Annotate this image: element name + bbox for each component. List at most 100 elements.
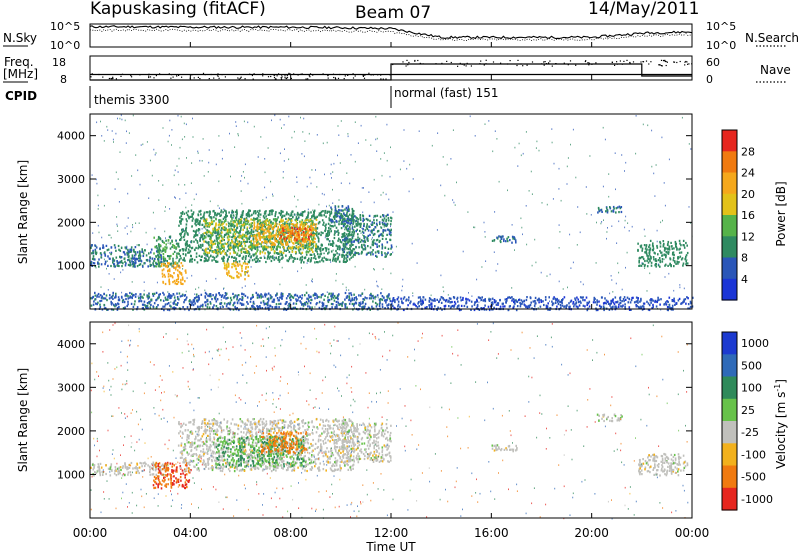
freq-dot	[305, 78, 307, 80]
heat-cell	[229, 296, 232, 299]
freq-dot	[115, 78, 117, 80]
freq-dot	[457, 65, 459, 67]
heat-cell	[248, 237, 250, 241]
freq-dot	[327, 75, 329, 77]
heat-cell	[304, 232, 307, 235]
heat-cell	[178, 292, 181, 295]
freq-dot	[483, 64, 485, 66]
heat-cell	[133, 257, 136, 260]
heat-cell	[343, 237, 346, 240]
heat-cell	[103, 303, 105, 307]
heat-cell	[134, 259, 136, 262]
freq-dot	[362, 75, 364, 77]
heat-speckle	[113, 278, 115, 280]
heat-cell	[256, 229, 259, 233]
heat-cell	[671, 304, 674, 307]
heat-cell	[302, 246, 304, 250]
heat-cell	[246, 237, 249, 240]
heat-cell	[348, 239, 350, 242]
heat-cell	[562, 298, 564, 301]
heat-cell	[313, 210, 315, 214]
heat-cell	[582, 296, 584, 299]
heat-cell	[176, 265, 178, 268]
heat-cell	[239, 235, 242, 238]
freq-dot	[446, 60, 448, 62]
heat-cell	[336, 212, 339, 216]
heat-cell	[174, 282, 176, 285]
heat-cell	[168, 280, 170, 283]
heat-cell	[609, 206, 611, 209]
heat-cell	[675, 242, 677, 245]
heat-cell	[227, 231, 229, 235]
heat-cell	[364, 296, 366, 299]
freq-dot	[208, 78, 210, 80]
heat-cell	[238, 222, 241, 225]
heat-cell	[298, 230, 300, 233]
freq-dot	[130, 75, 132, 77]
heat-cell	[255, 291, 258, 294]
heat-cell	[628, 308, 631, 311]
heat-cell	[352, 215, 354, 218]
heat-cell	[344, 298, 346, 301]
heat-cell	[364, 229, 367, 232]
heat-cell	[654, 300, 656, 303]
heat-cell	[664, 303, 666, 306]
heat-cell	[278, 220, 281, 223]
heat-cell	[175, 282, 178, 286]
heat-cell	[218, 219, 220, 222]
heat-cell	[640, 244, 643, 247]
heat-cell	[655, 258, 657, 261]
freq-dot	[684, 61, 686, 63]
heat-cell	[519, 305, 522, 308]
heat-cell	[431, 305, 433, 308]
freq-dot	[461, 63, 463, 65]
freq-dot	[262, 73, 264, 75]
heat-cell	[279, 214, 282, 217]
heat-cell	[341, 302, 344, 305]
heat-cell	[471, 305, 473, 308]
freq-dot	[337, 77, 340, 79]
heat-cell	[596, 299, 598, 302]
heat-cell	[272, 257, 274, 260]
heat-cell	[249, 240, 251, 243]
heat-cell	[652, 247, 655, 250]
heat-cell	[242, 255, 245, 258]
heat-cell	[299, 220, 301, 223]
heat-cell	[353, 230, 355, 233]
freq-dot	[171, 74, 173, 76]
heat-cell	[301, 214, 304, 217]
heat-cell	[283, 234, 285, 237]
heat-cell	[179, 295, 182, 298]
heat-cell	[335, 219, 337, 222]
heat-cell	[347, 229, 349, 232]
heat-speckle	[603, 219, 604, 221]
heat-cell	[507, 236, 510, 239]
heat-cell	[349, 253, 352, 256]
heat-speckle	[600, 222, 602, 225]
heat-cell	[220, 211, 222, 214]
heat-cell	[265, 215, 267, 218]
heat-cell	[306, 218, 308, 222]
heat-cell	[547, 302, 549, 305]
heat-cell	[329, 227, 332, 230]
heat-cell	[620, 206, 623, 209]
heat-cell	[332, 244, 334, 247]
heat-cell	[184, 244, 187, 247]
heat-cell	[309, 306, 311, 309]
heat-cell	[609, 207, 612, 210]
heat-cell	[381, 237, 384, 240]
heat-cell	[297, 233, 300, 236]
heat-cell	[617, 305, 620, 309]
freq-dot	[616, 61, 618, 63]
freq-dot	[121, 73, 124, 75]
heat-cell	[337, 210, 339, 214]
heat-cell	[314, 223, 316, 226]
heat-cell	[342, 251, 345, 254]
heat-cell	[231, 223, 233, 226]
heat-cell	[365, 226, 368, 229]
heat-cell	[296, 222, 299, 225]
heat-cell	[216, 239, 218, 242]
heat-cell	[92, 251, 94, 254]
heat-cell	[255, 229, 257, 232]
heat-cell	[252, 253, 254, 256]
